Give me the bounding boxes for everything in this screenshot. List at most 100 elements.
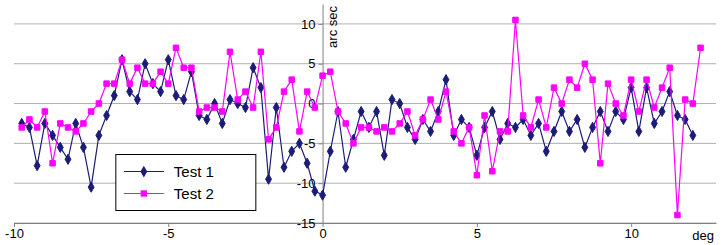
marker	[274, 125, 279, 130]
tick-label: 5	[474, 226, 481, 241]
marker	[142, 59, 148, 69]
marker	[551, 126, 557, 136]
marker	[196, 109, 201, 114]
marker	[420, 117, 425, 122]
marker	[636, 126, 642, 136]
marker	[590, 77, 595, 82]
marker	[243, 89, 248, 94]
marker	[566, 126, 572, 136]
marker	[165, 55, 171, 65]
marker	[227, 49, 232, 54]
tick-mark	[319, 24, 323, 25]
marker	[505, 129, 510, 134]
marker	[320, 190, 326, 200]
marker	[296, 138, 302, 148]
legend-box	[116, 155, 256, 211]
marker	[65, 125, 70, 130]
marker	[58, 121, 63, 126]
marker	[88, 182, 94, 192]
grid-line	[14, 23, 716, 24]
marker	[65, 154, 71, 164]
marker	[559, 101, 564, 106]
marker	[34, 125, 39, 130]
axis-line	[15, 223, 717, 224]
marker	[613, 106, 619, 116]
marker	[412, 133, 417, 138]
marker	[134, 94, 140, 104]
marker	[358, 125, 363, 130]
marker	[297, 129, 302, 134]
marker	[351, 141, 356, 146]
marker	[613, 101, 618, 106]
marker	[42, 109, 47, 114]
marker	[220, 109, 225, 114]
marker	[659, 85, 664, 90]
marker	[335, 109, 340, 114]
marker	[173, 45, 178, 50]
marker	[104, 81, 109, 86]
marker	[490, 168, 495, 173]
legend: Test 1Test 2	[116, 155, 256, 211]
marker	[474, 172, 479, 177]
marker	[204, 105, 209, 110]
tick: -5	[163, 223, 175, 241]
marker	[652, 105, 657, 110]
marker	[698, 45, 703, 50]
marker	[80, 142, 86, 152]
marker	[443, 75, 449, 85]
tick: -10	[297, 176, 323, 191]
marker	[582, 142, 588, 152]
marker	[598, 161, 603, 166]
marker	[582, 61, 587, 66]
marker	[667, 87, 673, 97]
marker	[636, 109, 641, 114]
marker	[590, 122, 596, 132]
legend-label: Test 1	[174, 163, 214, 180]
marker	[428, 126, 434, 136]
series-line	[22, 20, 701, 215]
marker	[34, 161, 40, 171]
marker	[281, 89, 286, 94]
marker	[312, 105, 317, 110]
chart: -10-50510-15-10-50510arc secdegTest 1Tes…	[0, 0, 722, 245]
marker	[19, 125, 24, 130]
tick: -15	[297, 216, 323, 231]
marker	[135, 65, 140, 70]
marker	[674, 110, 680, 120]
marker	[397, 98, 403, 108]
marker	[397, 121, 402, 126]
tick: -5	[304, 136, 323, 151]
marker	[266, 137, 271, 142]
marker	[466, 125, 471, 130]
marker	[428, 97, 433, 102]
marker	[513, 17, 518, 22]
tick-label: 10	[301, 17, 315, 32]
marker	[312, 186, 318, 196]
marker	[404, 122, 410, 132]
marker	[150, 81, 155, 86]
marker	[374, 106, 380, 116]
marker	[343, 121, 348, 126]
marker	[512, 122, 518, 132]
y-axis-title: arc sec	[325, 6, 340, 48]
marker	[158, 87, 164, 97]
marker	[320, 73, 325, 78]
marker	[119, 57, 124, 62]
marker	[250, 105, 255, 110]
tick: 10	[301, 17, 322, 32]
marker	[96, 130, 102, 140]
tick-label: 5	[308, 56, 315, 71]
marker	[281, 162, 287, 172]
tick: 5	[474, 223, 481, 241]
tick: 0	[319, 223, 326, 241]
marker	[235, 97, 240, 102]
marker	[389, 94, 395, 104]
marker	[158, 69, 163, 74]
marker	[382, 125, 387, 130]
marker	[443, 89, 448, 94]
marker	[389, 129, 394, 134]
marker	[381, 150, 387, 160]
y-axis: -15-10-50510	[297, 5, 323, 231]
tick-label: -15	[297, 216, 316, 231]
marker	[366, 122, 372, 132]
